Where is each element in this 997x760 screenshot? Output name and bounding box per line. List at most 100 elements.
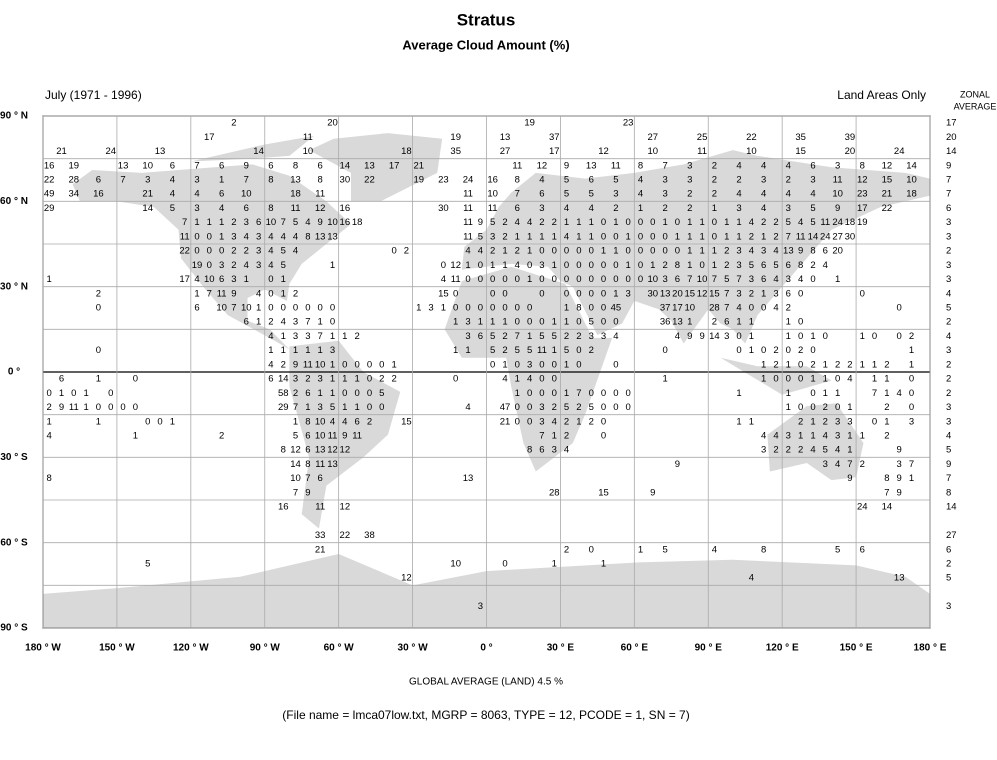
cell-value: 1 xyxy=(687,217,692,228)
cell-value: 27 xyxy=(832,231,843,242)
x-tick-label: 30 ° W xyxy=(398,643,429,654)
cell-value: 5 xyxy=(490,345,495,356)
cell-value: 1 xyxy=(527,246,532,257)
cell-value: 11 xyxy=(69,402,79,413)
cell-value: 20 xyxy=(672,288,683,299)
cell-value: 9 xyxy=(675,459,680,470)
cell-value: 35 xyxy=(795,132,806,143)
cell-value: 0 xyxy=(564,260,569,271)
cell-value: 14 xyxy=(253,146,264,157)
cell-value: 1 xyxy=(786,317,791,328)
cell-value: 0 xyxy=(354,388,359,399)
cell-value: 8 xyxy=(268,203,273,214)
cell-value: 4 xyxy=(465,402,470,413)
cell-value: 2 xyxy=(502,345,507,356)
cell-value: 4 xyxy=(823,260,828,271)
cell-value: 8 xyxy=(860,160,865,171)
cell-value: 1 xyxy=(515,388,520,399)
cell-value: 3 xyxy=(662,189,667,200)
cell-value: 7 xyxy=(576,388,581,399)
cell-value: 1 xyxy=(502,260,507,271)
zonal-average: 7 xyxy=(946,473,951,484)
cell-value: 1 xyxy=(244,274,249,285)
cell-value: 10 xyxy=(648,274,659,285)
cell-value: 3 xyxy=(194,175,199,186)
cell-value: 23 xyxy=(857,189,868,200)
cell-value: 5 xyxy=(564,345,569,356)
cell-value: 15 xyxy=(795,146,806,157)
title: Stratus xyxy=(457,10,516,29)
cell-value: 28 xyxy=(709,303,720,314)
cell-value: 2 xyxy=(884,359,889,370)
cell-value: 2 xyxy=(589,416,594,427)
cell-value: 3 xyxy=(613,189,618,200)
cell-value: 0 xyxy=(909,388,914,399)
cell-value: 0 xyxy=(342,388,347,399)
x-tick-label: 180 ° W xyxy=(25,643,61,654)
cell-value: 6 xyxy=(244,203,249,214)
cell-value: 10 xyxy=(315,416,326,427)
cell-value: 0 xyxy=(490,288,495,299)
cell-value: 5 xyxy=(281,246,286,257)
cell-value: 4 xyxy=(638,189,643,200)
cell-value: 0 xyxy=(761,303,766,314)
cell-value: 2 xyxy=(786,303,791,314)
cell-value: 4 xyxy=(675,331,680,342)
cell-value: 1 xyxy=(564,317,569,328)
zonal-average: 5 xyxy=(946,445,951,456)
cell-value: 9 xyxy=(897,473,902,484)
cell-value: 4 xyxy=(527,217,532,228)
cell-value: 0 xyxy=(860,288,865,299)
cell-value: 7 xyxy=(539,431,544,442)
cell-value: 21 xyxy=(413,160,424,171)
cell-value: 2 xyxy=(490,246,495,257)
cell-value: 10 xyxy=(303,146,314,157)
cell-value: 16 xyxy=(340,217,351,228)
cell-value: 4 xyxy=(268,260,273,271)
cell-value: 3 xyxy=(539,402,544,413)
cell-value: 0 xyxy=(699,260,704,271)
cell-value: 1 xyxy=(613,288,618,299)
cell-value: 11 xyxy=(315,502,325,513)
cell-value: 1 xyxy=(736,388,741,399)
cell-value: 0 xyxy=(552,374,557,385)
cell-value: 4 xyxy=(847,374,852,385)
cell-value: 18 xyxy=(352,217,363,228)
cell-value: 9 xyxy=(59,402,64,413)
cell-value: 1 xyxy=(170,416,175,427)
cell-value: 0 xyxy=(552,388,557,399)
cell-value: 18 xyxy=(906,189,917,200)
cell-value: 2 xyxy=(281,359,286,370)
cell-value: 6 xyxy=(305,388,310,399)
cell-value: 2 xyxy=(884,431,889,442)
cell-value: 1 xyxy=(847,402,852,413)
cell-value: 23 xyxy=(438,175,449,186)
cell-value: 0 xyxy=(798,331,803,342)
y-tick-label: 60 ° S xyxy=(0,537,28,548)
cell-value: 1 xyxy=(872,374,877,385)
cell-value: 1 xyxy=(552,231,557,242)
cell-value: 0 xyxy=(576,246,581,257)
cell-value: 2 xyxy=(293,288,298,299)
cell-value: 4 xyxy=(502,374,507,385)
cell-value: 7 xyxy=(293,402,298,413)
cell-value: 8 xyxy=(305,231,310,242)
cell-value: 0 xyxy=(576,288,581,299)
cell-value: 0 xyxy=(810,388,815,399)
cell-value: 5 xyxy=(478,231,483,242)
cell-value: 0 xyxy=(576,274,581,285)
cell-value: 4 xyxy=(281,231,286,242)
cell-value: 1 xyxy=(194,217,199,228)
cell-value: 2 xyxy=(823,402,828,413)
cell-value: 27 xyxy=(648,132,659,143)
cell-value: 2 xyxy=(502,217,507,228)
cell-value: 0 xyxy=(601,288,606,299)
cell-value: 3 xyxy=(293,317,298,328)
zonal-average: 2 xyxy=(946,388,951,399)
cell-value: 22 xyxy=(179,246,190,257)
cell-value: 8 xyxy=(305,459,310,470)
cell-value: 1 xyxy=(281,288,286,299)
cell-value: 1 xyxy=(441,303,446,314)
cell-value: 3 xyxy=(724,331,729,342)
cell-value: 10 xyxy=(648,146,659,157)
